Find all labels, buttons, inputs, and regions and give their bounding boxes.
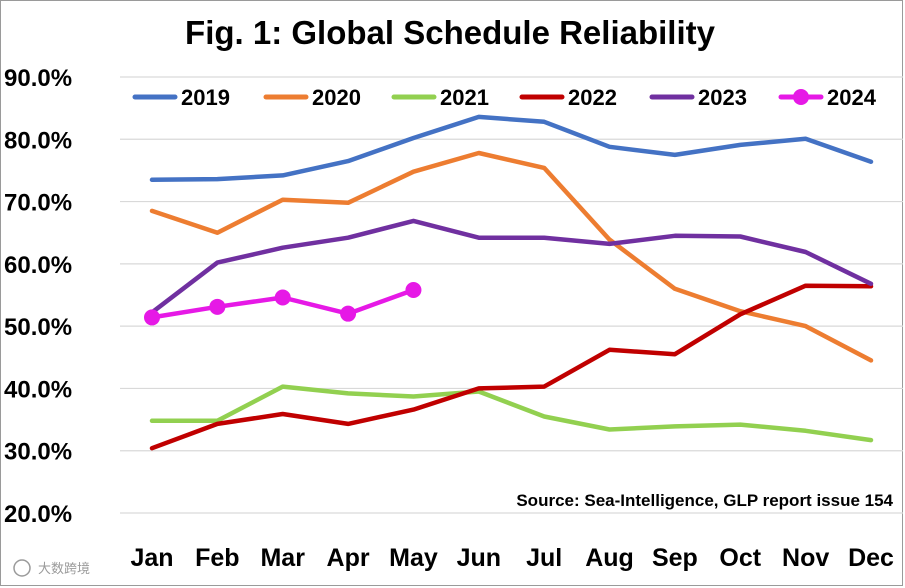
series-2021 <box>149 384 874 443</box>
x-tick-label: Oct <box>719 544 761 572</box>
series-2024 <box>144 282 422 326</box>
y-axis-ticks: 20.0% 30.0% 40.0% 50.0% 60.0% 70.0% 80.0% 90.0% <box>4 65 72 528</box>
series-line <box>149 283 874 451</box>
legend: 2019 2020 2021 2022 2023 2024 <box>132 85 877 110</box>
x-tick-label: Apr <box>327 544 370 572</box>
series-line <box>149 150 874 363</box>
data-point <box>209 298 226 315</box>
chart-title: Fig. 1: Global Schedule Reliability <box>185 14 716 51</box>
data-point <box>274 289 291 306</box>
x-axis-ticks: Jan Feb Mar Apr May Jun Jul Aug Sep Oct Nov Dec <box>130 544 894 572</box>
legend-item-2022: 2022 <box>519 85 617 110</box>
y-tick-label: 40.0% <box>4 376 72 403</box>
y-tick-label: 30.0% <box>4 439 72 466</box>
x-tick-label: Jul <box>526 544 562 572</box>
legend-label: 2023 <box>698 85 747 110</box>
legend-label: 2024 <box>827 85 877 110</box>
series-line <box>149 218 874 315</box>
x-tick-label: Jun <box>457 544 501 572</box>
series-line <box>149 384 874 443</box>
data-point <box>144 309 160 326</box>
series-line <box>149 114 874 183</box>
legend-item-2023: 2023 <box>649 85 747 110</box>
legend-item-2024: 2024 <box>778 85 877 110</box>
data-point <box>405 282 422 299</box>
x-tick-label: Sep <box>652 544 698 572</box>
x-tick-label: Aug <box>585 544 634 572</box>
legend-label: 2021 <box>440 85 489 110</box>
x-tick-label: Mar <box>260 544 305 572</box>
y-tick-label: 90.0% <box>4 65 72 92</box>
series-2019 <box>149 114 874 183</box>
source-note: Source: Sea-Intelligence, GLP report iss… <box>516 491 893 510</box>
legend-label: 2019 <box>181 85 230 110</box>
series-2020 <box>149 150 874 363</box>
x-tick-label: Jan <box>130 544 173 572</box>
legend-marker <box>793 89 809 105</box>
series-2022 <box>149 283 874 451</box>
y-tick-label: 20.0% <box>4 501 72 528</box>
y-tick-label: 50.0% <box>4 314 72 341</box>
y-tick-label: 60.0% <box>4 252 72 279</box>
x-tick-label: Nov <box>782 544 829 572</box>
watermark: 大数跨境 <box>13 559 90 577</box>
watermark-logo-icon <box>13 559 31 577</box>
x-tick-label: Feb <box>195 544 239 572</box>
y-tick-label: 80.0% <box>4 127 72 154</box>
gridlines <box>120 76 903 514</box>
legend-item-2020: 2020 <box>263 85 361 110</box>
x-tick-label: May <box>389 544 438 572</box>
legend-item-2021: 2021 <box>391 85 489 110</box>
legend-label: 2022 <box>568 85 617 110</box>
y-tick-label: 70.0% <box>4 190 72 217</box>
legend-item-2019: 2019 <box>132 85 230 110</box>
series-lines <box>144 114 874 451</box>
legend-label: 2020 <box>312 85 361 110</box>
watermark-text: 大数跨境 <box>38 561 90 576</box>
data-point <box>340 305 357 322</box>
x-tick-label: Dec <box>848 544 894 572</box>
series-2023 <box>149 218 874 315</box>
